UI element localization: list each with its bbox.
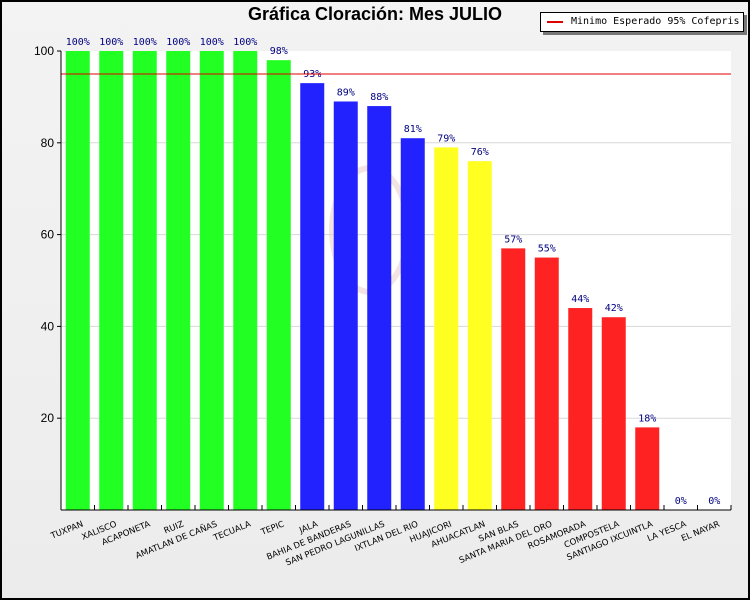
bar <box>434 147 459 510</box>
y-tick-label: 60 <box>41 228 55 242</box>
data-label: 100% <box>66 37 90 48</box>
data-label: 18% <box>638 413 656 424</box>
data-label: 93% <box>303 69 321 80</box>
bar <box>199 51 224 510</box>
legend: Minimo Esperado 95% Cofepris <box>540 12 744 32</box>
data-label: 100% <box>99 37 123 48</box>
data-label: 55% <box>538 244 556 255</box>
bar <box>300 83 325 510</box>
data-label: 79% <box>437 133 455 144</box>
legend-swatch-reference-line <box>547 21 563 23</box>
bar <box>233 51 258 510</box>
data-label: 98% <box>270 46 288 57</box>
bar <box>400 138 425 510</box>
data-label: 100% <box>200 37 224 48</box>
bar <box>333 101 358 511</box>
legend-label: Minimo Esperado 95% Cofepris <box>571 16 740 27</box>
data-label: 100% <box>166 37 190 48</box>
data-label: 0% <box>708 496 720 507</box>
data-label: 88% <box>370 92 388 103</box>
bar <box>367 106 392 510</box>
bar <box>568 308 593 510</box>
x-tick-label: EL NAYAR <box>680 519 721 544</box>
data-label: 89% <box>337 87 355 98</box>
y-tick-label: 100 <box>34 44 54 58</box>
data-label: 0% <box>675 496 687 507</box>
y-tick-label: 20 <box>41 411 55 425</box>
data-label: 76% <box>471 147 489 158</box>
data-label: 44% <box>571 294 589 305</box>
x-tick-label: TEPIC <box>259 519 286 538</box>
bar <box>266 60 291 511</box>
x-tick-label: TECUALA <box>211 519 252 543</box>
bar <box>601 317 626 510</box>
data-label: 100% <box>133 37 157 48</box>
bar <box>635 427 660 510</box>
x-tick-label: TUXPAN <box>49 520 85 542</box>
bar <box>65 51 90 510</box>
plot-area <box>61 51 731 510</box>
chart-title: Gráfica Cloración: Mes JULIO <box>247 4 503 24</box>
bar <box>467 161 492 510</box>
bar <box>99 51 124 510</box>
data-label: 100% <box>233 37 257 48</box>
bar <box>166 51 191 510</box>
y-tick-label: 80 <box>41 136 55 150</box>
data-label: 81% <box>404 124 422 135</box>
bar <box>501 248 526 510</box>
data-label: 57% <box>504 234 522 245</box>
bar <box>534 257 559 510</box>
y-tick-label: 40 <box>41 319 55 333</box>
data-label: 42% <box>605 303 623 314</box>
bar <box>132 51 157 510</box>
